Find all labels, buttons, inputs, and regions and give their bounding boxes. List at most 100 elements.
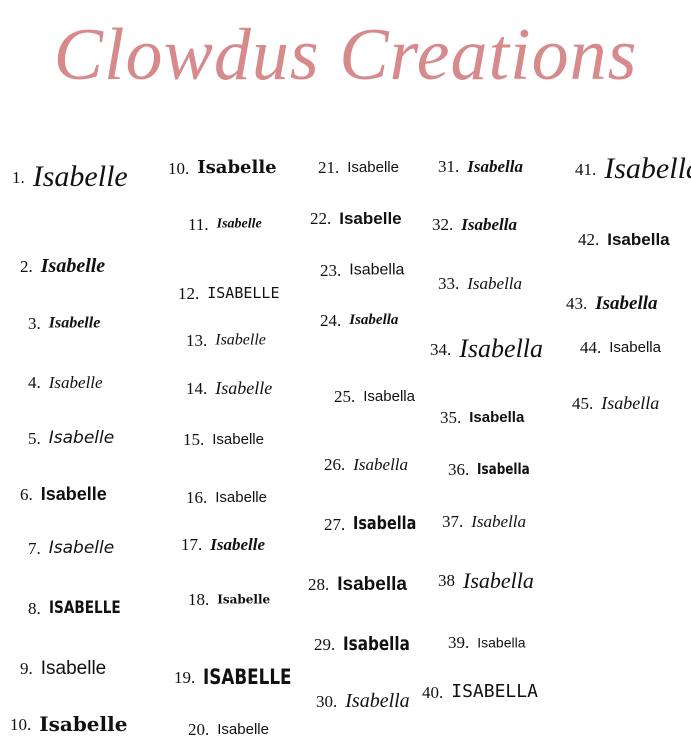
sample-name: Isabella bbox=[467, 156, 523, 176]
sample-name: Isabella bbox=[345, 690, 410, 712]
font-sample: 21. Isabelle bbox=[318, 159, 399, 176]
sample-number: 41. bbox=[575, 159, 597, 179]
sample-number: 2. bbox=[20, 256, 33, 276]
sample-name: Isabella bbox=[609, 339, 661, 356]
sample-number: 3. bbox=[28, 314, 41, 334]
sample-number: 7. bbox=[28, 538, 41, 558]
sample-number: 9. bbox=[20, 658, 33, 678]
sample-name: Isabelle bbox=[48, 537, 115, 558]
sample-name: Isabella bbox=[604, 152, 691, 185]
sample-number: 22. bbox=[310, 208, 332, 228]
sample-number: 5. bbox=[28, 428, 41, 448]
sample-number: 8. bbox=[28, 598, 41, 618]
sample-number: 25. bbox=[334, 387, 356, 406]
sample-name: Isabella bbox=[595, 292, 658, 314]
font-sample: 39. Isabella bbox=[448, 634, 526, 651]
font-sample: 28. Isabella bbox=[308, 575, 407, 594]
font-sample: 27. Isabella bbox=[324, 515, 432, 533]
sample-name: Isabelle bbox=[339, 208, 402, 228]
sample-name: Isabella bbox=[363, 388, 415, 405]
sample-number: 10. bbox=[10, 714, 32, 734]
font-sample: 30. Isabella bbox=[316, 691, 410, 711]
title: Clowdus Creations bbox=[53, 14, 638, 96]
font-sample: 31. Isabella bbox=[438, 158, 523, 175]
sample-number: 19. bbox=[174, 668, 196, 688]
font-sample: 36. Isabella bbox=[448, 461, 543, 478]
sample-name: Isabelle bbox=[215, 489, 267, 506]
font-sample: 1. Isabelle bbox=[12, 162, 128, 192]
sample-name: Isabella bbox=[477, 634, 526, 651]
sample-name: Isabella bbox=[471, 511, 527, 531]
sample-number: 12. bbox=[178, 284, 200, 303]
font-sample: 3. Isabelle bbox=[28, 315, 100, 332]
sample-name: Isabella bbox=[469, 409, 525, 426]
font-sample: 17. Isabelle bbox=[181, 536, 265, 553]
sample-name: Isabella bbox=[353, 454, 409, 474]
sample-name: ISABELLA bbox=[451, 681, 538, 703]
sample-name: Isabelle bbox=[48, 372, 103, 392]
sample-name: Isabella bbox=[349, 261, 405, 279]
font-sample: 38 Isabella bbox=[438, 569, 534, 592]
sample-number: 32. bbox=[432, 214, 454, 234]
sample-number: 15. bbox=[183, 430, 205, 449]
sample-number: 28. bbox=[308, 574, 330, 594]
font-sample: 20. Isabelle bbox=[188, 721, 269, 738]
sample-number: 33. bbox=[438, 273, 460, 293]
sample-name: Isabella bbox=[459, 334, 544, 364]
sample-number: 34. bbox=[430, 339, 452, 359]
font-sample: 26. Isabella bbox=[324, 456, 408, 473]
sample-name: Isabelle bbox=[39, 712, 128, 736]
sample-number: 45. bbox=[572, 393, 594, 413]
sample-name: Isabelle bbox=[212, 431, 264, 448]
sample-number: 43. bbox=[566, 293, 588, 313]
sample-number: 4. bbox=[28, 372, 41, 392]
font-sample: 41. Isabella bbox=[575, 154, 691, 184]
sample-name: Isabella bbox=[349, 312, 399, 328]
sample-name: Isabelle bbox=[347, 159, 399, 176]
sample-number: 23. bbox=[320, 261, 342, 281]
font-sample: 29. Isabella bbox=[314, 634, 427, 654]
sample-number: 26. bbox=[324, 454, 346, 474]
font-sample: 44. Isabella bbox=[580, 339, 661, 356]
sample-name: Isabelle bbox=[210, 534, 266, 554]
sample-number: 29. bbox=[314, 634, 336, 654]
sample-number: 20. bbox=[188, 720, 210, 739]
sample-number: 42. bbox=[578, 229, 600, 249]
sample-number: 30. bbox=[316, 691, 338, 711]
sample-number: 1. bbox=[12, 167, 25, 187]
sample-name: Isabelle bbox=[48, 314, 101, 332]
sample-name: Isabella bbox=[353, 513, 417, 535]
font-sample: 16. Isabelle bbox=[186, 489, 267, 506]
font-sample: 4. Isabelle bbox=[28, 374, 103, 391]
font-sample: 34. Isabella bbox=[430, 336, 543, 362]
sample-name: Isabella bbox=[461, 214, 517, 234]
sample-number: 17. bbox=[181, 534, 203, 554]
font-sample: 15. Isabelle bbox=[183, 431, 264, 448]
sample-name: Isabella bbox=[477, 460, 531, 478]
font-sample: 45. Isabella bbox=[572, 394, 659, 412]
sample-number: 21. bbox=[318, 158, 340, 177]
sample-name: Isabella bbox=[607, 229, 670, 249]
font-sample: 14. Isabelle bbox=[186, 379, 272, 397]
font-sample: 19. ISABELLE bbox=[174, 667, 314, 688]
sample-number: 44. bbox=[580, 338, 602, 357]
sample-number: 18. bbox=[188, 589, 210, 609]
sample-number: 35. bbox=[440, 408, 462, 427]
font-sample: 5. Isabelle bbox=[28, 428, 114, 448]
font-sample: 12. ISABELLE bbox=[178, 285, 280, 302]
sample-number: 24. bbox=[320, 311, 342, 330]
sample-number: 37. bbox=[442, 511, 464, 531]
font-sample: 22. Isabelle bbox=[310, 210, 402, 227]
font-sample: 43. Isabella bbox=[566, 294, 658, 313]
sample-number: 10. bbox=[168, 158, 190, 178]
font-sample: 9. Isabelle bbox=[20, 659, 106, 678]
sample-name: Isabelle bbox=[217, 592, 271, 607]
font-sample: 11. Isabelle bbox=[188, 216, 262, 233]
font-sample: 32. Isabella bbox=[432, 216, 517, 233]
sample-name: Isabelle bbox=[217, 721, 269, 738]
sample-number: 27. bbox=[324, 514, 346, 534]
sample-name: Isabelle bbox=[215, 378, 273, 399]
font-sample: 10. Isabelle bbox=[10, 714, 127, 734]
sample-name: Isabelle bbox=[32, 160, 128, 193]
